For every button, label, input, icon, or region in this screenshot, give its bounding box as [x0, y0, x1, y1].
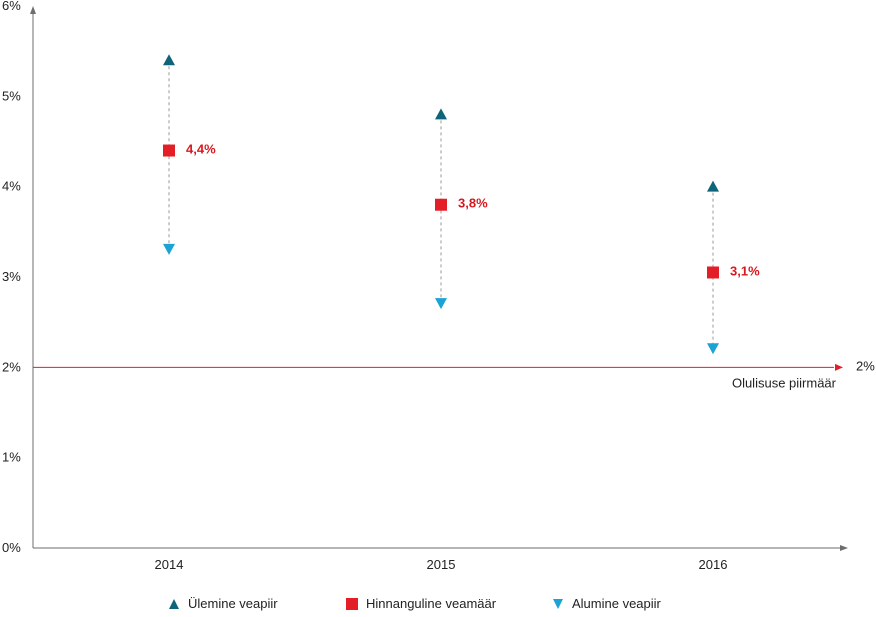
x-tick-labels: 2014 2015 2016	[155, 557, 728, 572]
upper-bound-marker	[707, 180, 719, 192]
threshold: 2% Olulisuse piirmäär	[33, 358, 875, 390]
lower-bound-marker	[163, 243, 175, 255]
lower-bound-marker	[707, 343, 719, 355]
upper-bound-marker	[435, 108, 447, 120]
threshold-value-label: 2%	[856, 358, 875, 373]
y-tick-label: 1%	[2, 450, 21, 465]
legend-item-upper: Ülemine veapiir	[168, 596, 278, 611]
estimate-data-label: 3,1%	[730, 263, 760, 278]
estimate-data-label: 4,4%	[186, 142, 216, 157]
square-icon	[346, 597, 358, 610]
x-tick-label: 2014	[155, 557, 184, 572]
threshold-caption: Olulisuse piirmäär	[732, 375, 837, 390]
data-marks: 4,4% 3,8% 3,1%	[163, 54, 760, 355]
y-tick-label: 0%	[2, 540, 21, 555]
legend-label-estimate: Hinnanguline veamäär	[366, 596, 497, 611]
x-tick-label: 2015	[427, 557, 456, 572]
y-axis-arrow-icon	[30, 6, 36, 14]
y-tick-label: 3%	[2, 269, 21, 284]
legend: Ülemine veapiir Hinnanguline veamäär Alu…	[0, 596, 876, 616]
y-tick-label: 5%	[2, 88, 21, 103]
estimate-marker	[435, 198, 447, 211]
legend-item-estimate: Hinnanguline veamäär	[346, 596, 496, 611]
y-tick-label: 6%	[2, 0, 21, 13]
x-axis-arrow-icon	[840, 545, 848, 551]
legend-label-upper: Ülemine veapiir	[188, 596, 278, 611]
triangle-down-icon	[553, 598, 563, 609]
estimate-data-label: 3,8%	[458, 196, 488, 211]
threshold-arrow-icon	[835, 363, 843, 371]
triangle-up-icon	[169, 598, 179, 609]
y-tick-label: 4%	[2, 179, 21, 194]
upper-bound-marker	[163, 54, 175, 66]
y-tick-labels: 0% 1% 2% 3% 4% 5% 6%	[2, 0, 21, 555]
estimate-marker	[163, 144, 175, 157]
axes	[30, 6, 848, 551]
estimate-marker	[707, 266, 719, 279]
y-tick-label: 2%	[2, 359, 21, 374]
legend-label-lower: Alumine veapiir	[572, 596, 661, 611]
lower-bound-marker	[435, 298, 447, 310]
x-tick-label: 2016	[699, 557, 728, 572]
legend-item-lower: Alumine veapiir	[552, 596, 661, 611]
